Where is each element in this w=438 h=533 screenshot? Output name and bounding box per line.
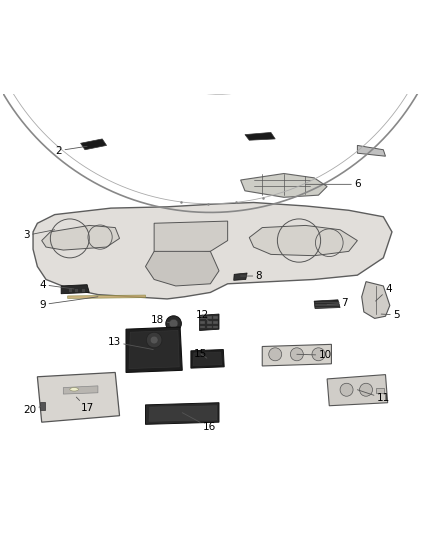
- Text: 10: 10: [297, 350, 332, 360]
- Bar: [213, 316, 218, 319]
- Polygon shape: [126, 327, 182, 373]
- Bar: [201, 316, 205, 319]
- Text: 8: 8: [240, 271, 262, 281]
- Text: 3: 3: [23, 230, 55, 240]
- Circle shape: [166, 316, 181, 332]
- Text: 18: 18: [151, 315, 173, 325]
- Circle shape: [168, 407, 179, 418]
- Polygon shape: [200, 314, 219, 330]
- Polygon shape: [81, 139, 106, 150]
- Bar: [207, 321, 212, 324]
- Text: 9: 9: [40, 297, 98, 310]
- Polygon shape: [67, 295, 145, 298]
- Polygon shape: [362, 281, 390, 318]
- Polygon shape: [357, 146, 385, 156]
- Polygon shape: [8, 0, 430, 93]
- Bar: [207, 326, 212, 328]
- Polygon shape: [249, 225, 357, 256]
- Polygon shape: [234, 273, 247, 280]
- Polygon shape: [314, 300, 340, 309]
- Polygon shape: [262, 344, 332, 366]
- Circle shape: [146, 332, 162, 348]
- Circle shape: [312, 348, 325, 361]
- Text: 17: 17: [76, 397, 94, 414]
- Text: 15: 15: [194, 349, 208, 359]
- Bar: [207, 316, 212, 319]
- Polygon shape: [191, 350, 224, 368]
- Text: 5: 5: [381, 310, 399, 320]
- Circle shape: [150, 336, 158, 344]
- Bar: [201, 321, 205, 324]
- Circle shape: [360, 383, 372, 396]
- Polygon shape: [245, 132, 275, 140]
- Bar: [376, 387, 384, 393]
- Bar: [74, 288, 78, 292]
- Circle shape: [340, 383, 353, 396]
- Text: 4: 4: [375, 284, 392, 301]
- Polygon shape: [64, 386, 98, 394]
- Text: 6: 6: [305, 179, 361, 189]
- Ellipse shape: [70, 387, 78, 391]
- Text: 11: 11: [357, 390, 390, 403]
- Text: 4: 4: [40, 280, 74, 289]
- Circle shape: [269, 348, 282, 361]
- Polygon shape: [145, 252, 219, 286]
- Polygon shape: [61, 285, 89, 294]
- Polygon shape: [154, 221, 228, 256]
- Bar: [81, 288, 85, 292]
- Polygon shape: [240, 174, 327, 197]
- Circle shape: [290, 348, 304, 361]
- Text: 13: 13: [108, 337, 153, 350]
- Bar: [213, 321, 218, 324]
- Bar: [213, 326, 218, 328]
- Circle shape: [153, 407, 164, 418]
- Text: 20: 20: [23, 405, 42, 415]
- Text: 16: 16: [182, 413, 216, 432]
- Circle shape: [169, 319, 178, 328]
- Polygon shape: [193, 352, 222, 366]
- Polygon shape: [42, 225, 120, 250]
- Bar: [67, 288, 72, 292]
- Polygon shape: [37, 373, 120, 422]
- Polygon shape: [327, 375, 388, 406]
- Polygon shape: [145, 403, 219, 424]
- Polygon shape: [33, 203, 392, 299]
- Bar: [201, 326, 205, 328]
- Text: 7: 7: [327, 298, 348, 308]
- Bar: [39, 402, 45, 410]
- Polygon shape: [149, 406, 217, 421]
- Text: 2: 2: [56, 146, 87, 156]
- Text: 12: 12: [196, 310, 209, 322]
- Polygon shape: [129, 330, 179, 368]
